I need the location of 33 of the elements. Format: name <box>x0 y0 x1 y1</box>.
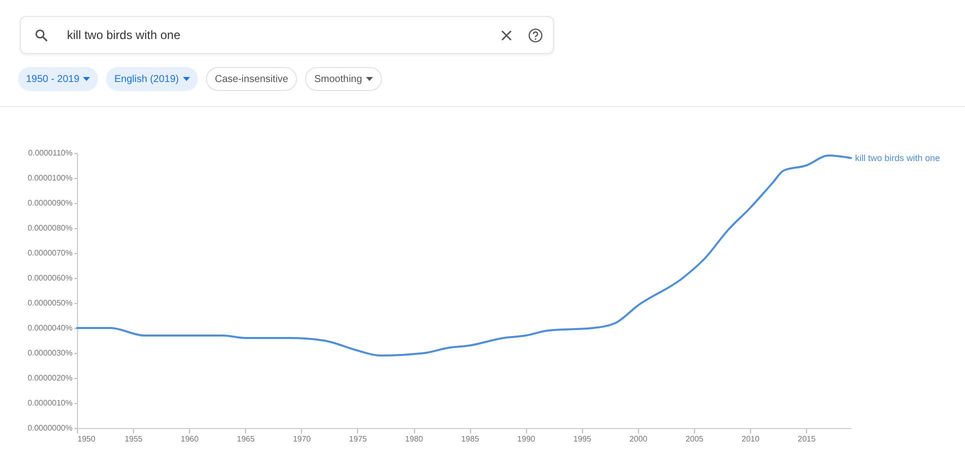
x-tick-label: 1960 <box>180 434 200 444</box>
x-tick-label: 1980 <box>405 434 424 444</box>
y-tick-label: 0.0000020% <box>28 374 72 382</box>
text: 1950 - 2019 <box>26 74 80 84</box>
x-tick-label: 2015 <box>798 434 816 444</box>
y-tick-label: 0.0000030% <box>28 348 72 358</box>
x-tick-label: 1985 <box>461 434 480 444</box>
x-tick-label: 1995 <box>573 434 592 444</box>
y-tick-label: 0.0000010% <box>28 398 72 408</box>
x-tick-label: 2010 <box>742 434 760 444</box>
x-tick-label: 1970 <box>292 434 312 444</box>
y-tick-label: 0.0000050% <box>28 298 72 308</box>
y-tick-label: 0.0000060% <box>28 274 72 282</box>
text: English (2019) <box>114 74 179 84</box>
x-tick-label: 2005 <box>686 434 704 444</box>
x-tick-label: 1965 <box>236 434 256 444</box>
x-tick-label: 2000 <box>629 434 648 444</box>
text: Case-insensitive <box>214 74 288 84</box>
y-tick-label: 0.0000080% <box>28 224 72 232</box>
series-label: kill two birds with one <box>855 153 940 163</box>
y-tick-label: 0.0000100% <box>28 174 72 182</box>
x-tick-label: 1975 <box>349 434 368 444</box>
y-tick-label: 0.0000070% <box>28 248 72 258</box>
y-tick-label: 0.0000110% <box>28 148 72 158</box>
y-tick-label: 0.0000090% <box>28 198 72 208</box>
text: kill two birds with one <box>67 28 180 42</box>
x-tick-label: 1955 <box>124 434 144 444</box>
y-tick-label: 0.0000040% <box>28 324 72 332</box>
x-tick-label: 1990 <box>517 434 536 444</box>
text: Smoothing <box>314 74 362 84</box>
y-tick-label: 0.0000000% <box>28 424 72 432</box>
line-series <box>76 154 852 356</box>
x-tick-label: 1950 <box>78 434 96 444</box>
